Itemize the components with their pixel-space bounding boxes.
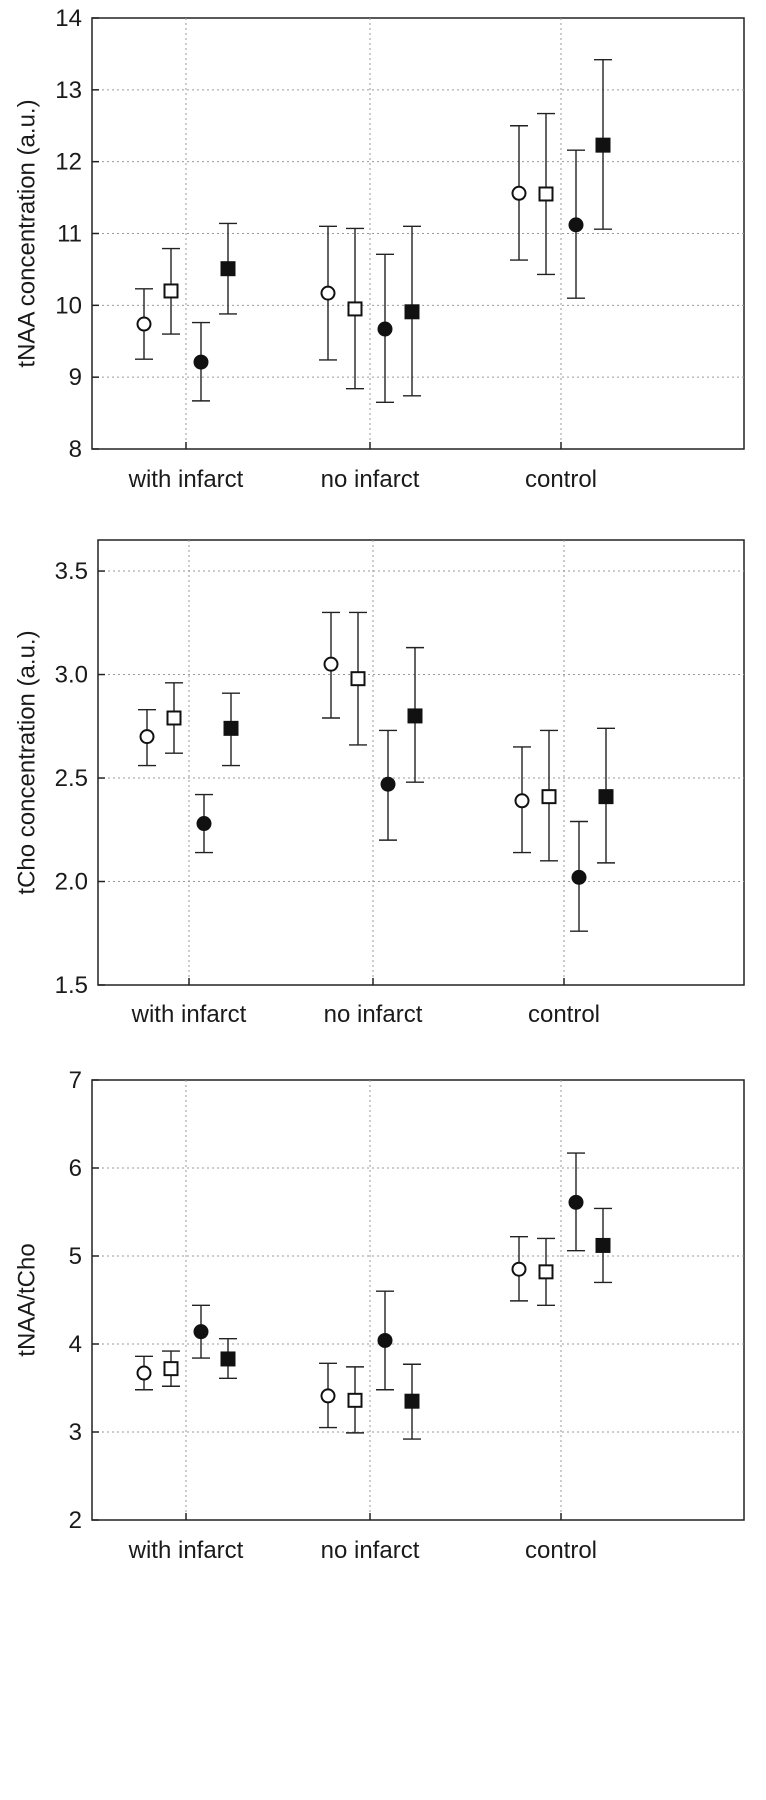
ratio-panel: 2 3 4 5 6 7 with infarct no infarct control tNA… bbox=[13, 1067, 745, 1564]
filled-square-point bbox=[404, 1393, 420, 1409]
filled-circle-point bbox=[571, 869, 587, 885]
tcho-panel: 1.5 2.0 2.5 3.0 3.5 with infarct no infarct co… bbox=[13, 539, 745, 1028]
y-tick-label: 9 bbox=[69, 364, 82, 391]
open-circle-point bbox=[136, 316, 152, 332]
x-axis: with infarct no infarct control bbox=[128, 442, 597, 493]
y-axis: 8 9 10 11 12 13 14 bbox=[55, 5, 99, 463]
filled-square-point bbox=[220, 261, 236, 277]
data-marks bbox=[135, 58, 612, 404]
y-tick-label: 3 bbox=[69, 1419, 82, 1446]
y-axis-label: tNAA concentration (a.u.) bbox=[13, 99, 40, 367]
open-circle-point bbox=[320, 1388, 336, 1404]
y-tick-label: 2.0 bbox=[55, 869, 88, 896]
grid bbox=[92, 1080, 744, 1520]
filled-square-point bbox=[404, 304, 420, 320]
x-tick-label: no infarct bbox=[321, 1537, 420, 1564]
x-axis: with infarct no infarct control bbox=[131, 978, 600, 1028]
tnaa-panel: 8 9 10 11 12 13 14 with infarct no infarct contr… bbox=[13, 5, 745, 493]
y-tick-label: 11 bbox=[57, 221, 82, 248]
filled-circle-point bbox=[568, 1194, 584, 1210]
y-tick-label: 8 bbox=[69, 436, 82, 463]
filled-square-point bbox=[598, 789, 614, 805]
filled-square-point bbox=[220, 1351, 236, 1367]
x-tick-label: control bbox=[528, 1001, 600, 1028]
open-square-point bbox=[350, 671, 366, 687]
y-axis: 2 3 4 5 6 7 bbox=[69, 1067, 99, 1534]
y-tick-label: 7 bbox=[69, 1067, 82, 1094]
y-tick-label: 13 bbox=[55, 77, 82, 104]
x-tick-label: no infarct bbox=[324, 1001, 423, 1028]
x-tick-label: with infarct bbox=[128, 466, 244, 493]
open-square-point bbox=[538, 1264, 554, 1280]
filled-square-point bbox=[595, 1237, 611, 1253]
open-circle-point bbox=[320, 285, 336, 301]
open-square-point bbox=[347, 301, 363, 317]
open-circle-point bbox=[136, 1365, 152, 1381]
x-tick-label: with infarct bbox=[131, 1001, 247, 1028]
y-tick-label: 5 bbox=[69, 1243, 82, 1270]
y-axis-label: tCho concentration (a.u.) bbox=[13, 630, 40, 894]
y-tick-label: 2.5 bbox=[55, 765, 88, 792]
x-tick-label: with infarct bbox=[128, 1537, 244, 1564]
y-tick-label: 3.5 bbox=[55, 558, 88, 585]
filled-circle-point bbox=[377, 1332, 393, 1348]
open-circle-point bbox=[511, 1261, 527, 1277]
filled-circle-point bbox=[193, 354, 209, 370]
y-axis-label: tNAA/tCho bbox=[13, 1243, 40, 1356]
open-circle-point bbox=[514, 793, 530, 809]
x-tick-label: control bbox=[525, 1537, 597, 1564]
open-square-point bbox=[166, 710, 182, 726]
y-tick-label: 3.0 bbox=[55, 662, 88, 689]
filled-circle-point bbox=[568, 217, 584, 233]
open-square-point bbox=[538, 186, 554, 202]
filled-circle-point bbox=[380, 776, 396, 792]
filled-circle-point bbox=[377, 321, 393, 337]
y-axis: 1.5 2.0 2.5 3.0 3.5 bbox=[55, 558, 105, 999]
y-tick-label: 4 bbox=[69, 1331, 82, 1358]
x-axis: with infarct no infarct control bbox=[128, 1513, 597, 1564]
open-square-point bbox=[163, 283, 179, 299]
x-tick-label: no infarct bbox=[321, 466, 420, 493]
y-tick-label: 1.5 bbox=[55, 972, 88, 999]
plot-frame bbox=[97, 539, 745, 986]
open-square-point bbox=[163, 1361, 179, 1377]
x-tick-label: control bbox=[525, 466, 597, 493]
filled-circle-point bbox=[196, 816, 212, 832]
open-square-point bbox=[347, 1392, 363, 1408]
y-tick-label: 10 bbox=[55, 292, 82, 319]
y-tick-label: 12 bbox=[55, 149, 82, 176]
y-tick-label: 2 bbox=[69, 1507, 82, 1534]
open-circle-point bbox=[139, 729, 155, 745]
y-tick-label: 6 bbox=[69, 1155, 82, 1182]
open-circle-point bbox=[511, 185, 527, 201]
plot-frame bbox=[91, 1079, 745, 1521]
data-marks bbox=[135, 1152, 612, 1440]
filled-circle-point bbox=[193, 1324, 209, 1340]
grid bbox=[98, 540, 744, 985]
y-tick-label: 14 bbox=[55, 5, 82, 32]
filled-square-point bbox=[595, 137, 611, 153]
open-square-point bbox=[541, 789, 557, 805]
data-marks bbox=[138, 611, 615, 932]
grid bbox=[92, 18, 744, 449]
filled-square-point bbox=[407, 708, 423, 724]
open-circle-point bbox=[323, 656, 339, 672]
filled-square-point bbox=[223, 720, 239, 736]
